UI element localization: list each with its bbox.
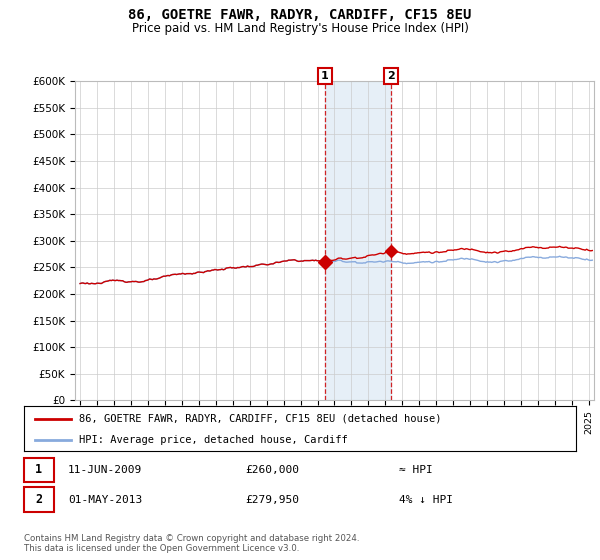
Text: 1: 1 [321, 71, 329, 81]
Text: 2: 2 [35, 493, 43, 506]
FancyBboxPatch shape [24, 458, 55, 482]
Text: £260,000: £260,000 [245, 465, 299, 475]
Text: ≈ HPI: ≈ HPI [400, 465, 433, 475]
Text: 1: 1 [35, 463, 43, 477]
Text: Price paid vs. HM Land Registry's House Price Index (HPI): Price paid vs. HM Land Registry's House … [131, 22, 469, 35]
Text: 11-JUN-2009: 11-JUN-2009 [68, 465, 142, 475]
Text: HPI: Average price, detached house, Cardiff: HPI: Average price, detached house, Card… [79, 435, 348, 445]
Text: 86, GOETRE FAWR, RADYR, CARDIFF, CF15 8EU: 86, GOETRE FAWR, RADYR, CARDIFF, CF15 8E… [128, 8, 472, 22]
Bar [325, 81, 391, 400]
Text: 86, GOETRE FAWR, RADYR, CARDIFF, CF15 8EU (detached house): 86, GOETRE FAWR, RADYR, CARDIFF, CF15 8E… [79, 413, 442, 423]
Text: 01-MAY-2013: 01-MAY-2013 [68, 494, 142, 505]
Text: 2: 2 [387, 71, 395, 81]
Text: £279,950: £279,950 [245, 494, 299, 505]
Text: Contains HM Land Registry data © Crown copyright and database right 2024.
This d: Contains HM Land Registry data © Crown c… [24, 534, 359, 553]
Text: 4% ↓ HPI: 4% ↓ HPI [400, 494, 454, 505]
FancyBboxPatch shape [24, 487, 55, 512]
